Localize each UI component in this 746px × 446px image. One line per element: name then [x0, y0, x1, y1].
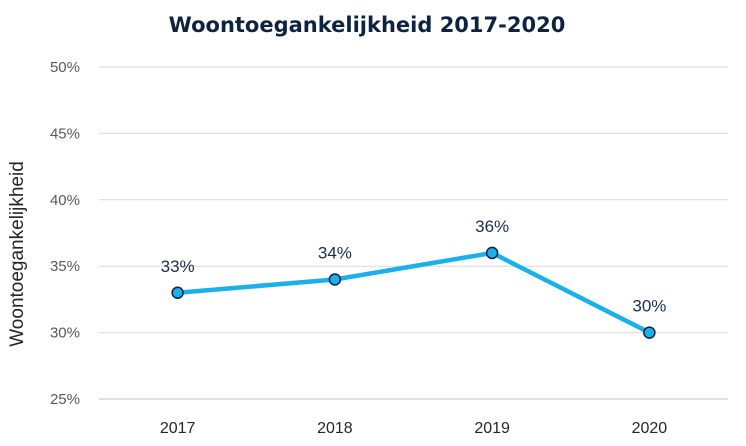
y-axis-label: Woontoegankelijkheid [7, 161, 28, 347]
x-tick-label: 2017 [160, 420, 196, 437]
data-point-marker [485, 246, 499, 260]
y-tick-label: 45% [50, 125, 80, 142]
y-tick-label: 50% [50, 59, 80, 76]
data-label: 33% [161, 257, 195, 276]
x-tick-label: 2020 [632, 420, 668, 437]
y-tick-labels: 25% 30% 35% 40% 45% 50% [50, 59, 80, 408]
y-tick-label: 30% [50, 325, 80, 342]
series-line [171, 246, 656, 339]
data-point-marker [171, 286, 184, 300]
y-tick-label: 40% [50, 192, 80, 209]
chart-title: Woontoegankelijkheid 2017-2020 [169, 13, 566, 37]
series-line-path [175, 250, 652, 335]
data-label: 34% [318, 243, 352, 262]
x-tick-labels: 2017 2018 2019 2020 [160, 420, 667, 437]
data-point-marker [328, 273, 342, 286]
y-tick-label: 25% [50, 391, 80, 408]
gridlines [99, 66, 728, 400]
data-point-marker [643, 326, 656, 339]
data-label: 30% [632, 297, 666, 316]
y-tick-label: 35% [50, 258, 80, 275]
data-label: 36% [475, 217, 509, 236]
x-tick-label: 2018 [317, 420, 353, 437]
x-tick-label: 2019 [474, 420, 510, 437]
data-labels: 33% 34% 36% 30% [161, 217, 667, 316]
